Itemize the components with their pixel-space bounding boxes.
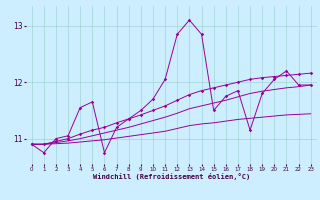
X-axis label: Windchill (Refroidissement éolien,°C): Windchill (Refroidissement éolien,°C) (92, 173, 250, 180)
